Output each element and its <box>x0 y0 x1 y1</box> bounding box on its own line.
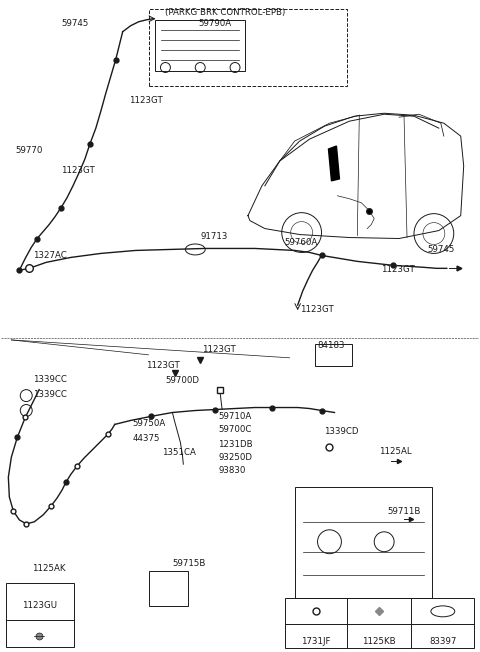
Text: 1123GT: 1123GT <box>145 361 180 370</box>
Text: 1125KB: 1125KB <box>362 637 396 646</box>
Text: 59745: 59745 <box>61 19 89 28</box>
Bar <box>6 582 74 647</box>
Text: 1231DB: 1231DB <box>218 440 253 449</box>
Text: 1123GT: 1123GT <box>129 96 162 105</box>
Text: 84183: 84183 <box>318 341 345 350</box>
Text: 59760A: 59760A <box>285 239 318 248</box>
Text: 59770: 59770 <box>15 146 43 155</box>
Text: 1123GT: 1123GT <box>381 265 415 274</box>
Text: 1123GT: 1123GT <box>61 166 95 175</box>
Text: 93830: 93830 <box>218 466 245 475</box>
Text: 1731JF: 1731JF <box>301 637 330 646</box>
Text: 1123GT: 1123GT <box>300 305 334 314</box>
Text: 91713: 91713 <box>200 231 228 241</box>
Text: 1351CA: 1351CA <box>162 448 196 457</box>
Text: 59745: 59745 <box>427 245 454 254</box>
Text: 1339CC: 1339CC <box>33 375 67 383</box>
Text: 1123GU: 1123GU <box>22 601 57 610</box>
Text: 59710A: 59710A <box>218 413 252 421</box>
Text: (PARKG BRK CONTROL-EPB): (PARKG BRK CONTROL-EPB) <box>166 8 286 17</box>
Bar <box>285 599 474 648</box>
Text: 59750A: 59750A <box>132 419 166 428</box>
Text: 44375: 44375 <box>132 434 160 443</box>
Text: 1125AL: 1125AL <box>379 447 412 456</box>
Bar <box>148 570 188 606</box>
Text: 59700D: 59700D <box>166 376 199 385</box>
Text: 59700C: 59700C <box>218 425 252 434</box>
Bar <box>295 487 432 599</box>
Text: 1123GT: 1123GT <box>202 345 236 354</box>
Text: 1339CC: 1339CC <box>33 390 67 398</box>
Text: 59790A: 59790A <box>198 19 231 28</box>
Text: 1125AK: 1125AK <box>33 563 66 572</box>
Bar <box>314 344 352 366</box>
Text: 1327AC: 1327AC <box>33 252 67 260</box>
Polygon shape <box>328 146 339 181</box>
Text: 93250D: 93250D <box>218 453 252 462</box>
Text: 59711B: 59711B <box>387 507 420 516</box>
Bar <box>156 20 245 72</box>
Text: 83397: 83397 <box>429 637 456 646</box>
Text: 59715B: 59715B <box>172 559 206 568</box>
Text: 1339CD: 1339CD <box>324 427 359 436</box>
